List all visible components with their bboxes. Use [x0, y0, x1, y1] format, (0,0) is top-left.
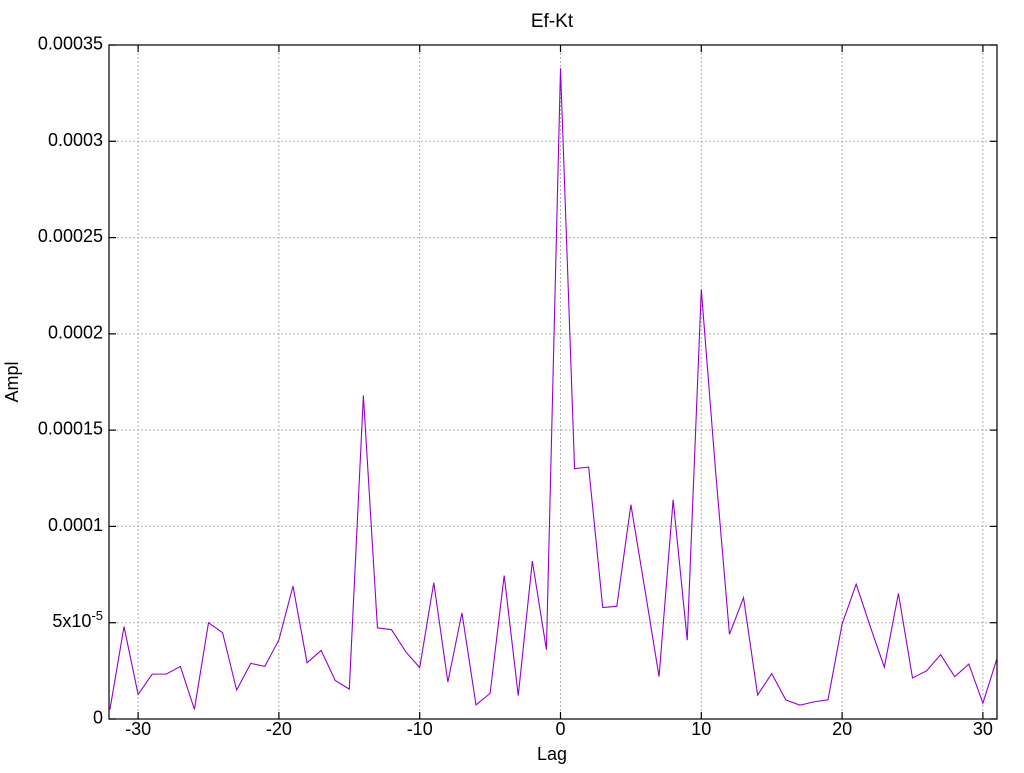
svg-text:0.0002: 0.0002 — [48, 322, 103, 342]
svg-text:5x10-5: 5x10-5 — [52, 608, 103, 632]
svg-text:-10: -10 — [407, 719, 433, 739]
svg-text:-20: -20 — [266, 719, 292, 739]
svg-text:0: 0 — [93, 708, 103, 728]
svg-text:30: 30 — [973, 719, 993, 739]
svg-text:0: 0 — [555, 719, 565, 739]
svg-text:10: 10 — [691, 719, 711, 739]
svg-text:-30: -30 — [125, 719, 151, 739]
svg-text:Ef-Kt: Ef-Kt — [531, 11, 574, 32]
svg-text:Lag: Lag — [537, 744, 567, 764]
svg-text:20: 20 — [832, 719, 852, 739]
svg-text:0.00025: 0.00025 — [38, 226, 103, 246]
svg-text:0.00035: 0.00035 — [38, 34, 103, 54]
svg-text:0.00015: 0.00015 — [38, 419, 103, 439]
svg-text:0.0003: 0.0003 — [48, 130, 103, 150]
svg-text:0.0001: 0.0001 — [48, 515, 103, 535]
svg-text:Ampl: Ampl — [2, 361, 22, 402]
